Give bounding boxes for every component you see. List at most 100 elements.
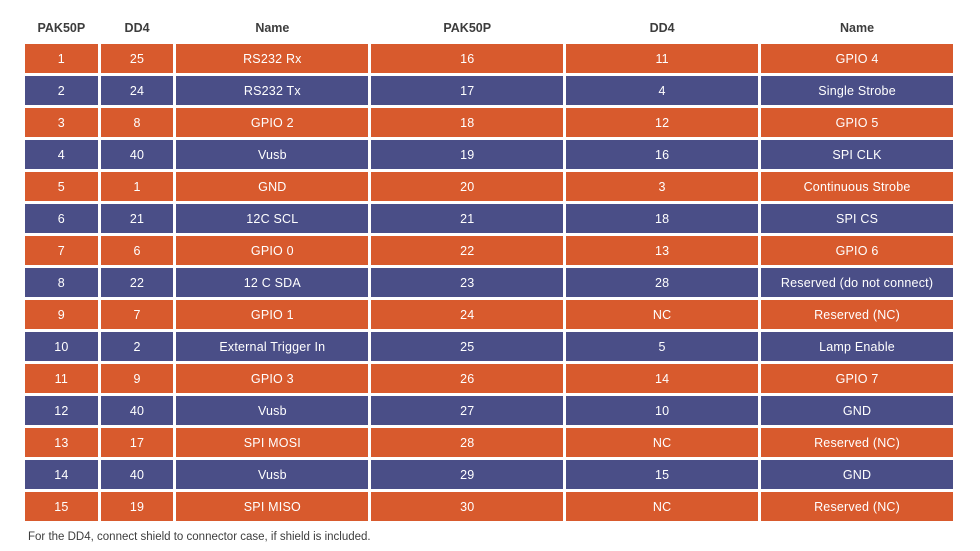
table-cell: 40 xyxy=(100,140,174,169)
column-header-pak50p-left: PAK50P xyxy=(25,17,98,41)
table-row: 12 40 Vusb 27 10 GND xyxy=(25,396,953,425)
table-cell: 2 xyxy=(25,76,98,105)
table-row: 9 7 GPIO 1 24 NC Reserved (NC) xyxy=(25,300,953,329)
table-cell: GND xyxy=(176,172,369,201)
table-cell: 16 xyxy=(371,44,564,73)
table-cell: 25 xyxy=(100,44,174,73)
table-cell: GPIO 0 xyxy=(176,236,369,265)
table-cell: Reserved (NC) xyxy=(761,492,953,521)
table-cell: SPI MOSI xyxy=(176,428,369,457)
table-cell: 9 xyxy=(100,364,174,393)
table-cell: 4 xyxy=(566,76,759,105)
table-cell: GND xyxy=(761,396,953,425)
table-body: 1 25 RS232 Rx 16 11 GPIO 4 2 24 RS232 Tx 17 4 Singl… xyxy=(25,44,953,521)
table-cell: 23 xyxy=(371,268,564,297)
table-cell: 15 xyxy=(566,460,759,489)
table-cell: 1 xyxy=(25,44,98,73)
table-cell: 18 xyxy=(566,204,759,233)
table-cell: 25 xyxy=(371,332,564,361)
table-cell: Reserved (NC) xyxy=(761,428,953,457)
column-header-dd4-left: DD4 xyxy=(100,17,174,41)
table-cell: 19 xyxy=(100,492,174,521)
table-cell: Continuous Strobe xyxy=(761,172,953,201)
table-cell: 21 xyxy=(371,204,564,233)
table-cell: 14 xyxy=(25,460,98,489)
table-cell: 21 xyxy=(100,204,174,233)
table-cell: 24 xyxy=(371,300,564,329)
pin-mapping-table: PAK50P DD4 Name PAK50P DD4 Name 1 25 RS232… xyxy=(22,14,956,524)
table-cell: 6 xyxy=(100,236,174,265)
table-row: 3 8 GPIO 2 18 12 GPIO 5 xyxy=(25,108,953,137)
table-cell: 12 xyxy=(25,396,98,425)
table-cell: 12 C SDA xyxy=(176,268,369,297)
table-row: 8 22 12 C SDA 23 28 Reserved (do not connect) xyxy=(25,268,953,297)
table-cell: 22 xyxy=(100,268,174,297)
table-cell: 13 xyxy=(25,428,98,457)
table-cell: Lamp Enable xyxy=(761,332,953,361)
table-cell: 19 xyxy=(371,140,564,169)
table-cell: 10 xyxy=(566,396,759,425)
table-cell: 8 xyxy=(25,268,98,297)
table-cell: NC xyxy=(566,428,759,457)
table-cell: 10 xyxy=(25,332,98,361)
table-row: 7 6 GPIO 0 22 13 GPIO 6 xyxy=(25,236,953,265)
table-cell: Reserved (do not connect) xyxy=(761,268,953,297)
table-cell: RS232 Rx xyxy=(176,44,369,73)
table-row: 4 40 Vusb 19 16 SPI CLK xyxy=(25,140,953,169)
table-cell: 7 xyxy=(25,236,98,265)
table-cell: 29 xyxy=(371,460,564,489)
table-cell: 7 xyxy=(100,300,174,329)
table-cell: GPIO 7 xyxy=(761,364,953,393)
table-cell: 8 xyxy=(100,108,174,137)
table-cell: GPIO 6 xyxy=(761,236,953,265)
table-cell: Single Strobe xyxy=(761,76,953,105)
table-row: 1 25 RS232 Rx 16 11 GPIO 4 xyxy=(25,44,953,73)
table-row: 5 1 GND 20 3 Continuous Strobe xyxy=(25,172,953,201)
table-cell: 13 xyxy=(566,236,759,265)
table-row: 6 21 12C SCL 21 18 SPI CS xyxy=(25,204,953,233)
table-cell: GPIO 1 xyxy=(176,300,369,329)
table-cell: Vusb xyxy=(176,396,369,425)
table-cell: 3 xyxy=(25,108,98,137)
table-cell: 30 xyxy=(371,492,564,521)
table-cell: RS232 Tx xyxy=(176,76,369,105)
column-header-dd4-right: DD4 xyxy=(566,17,759,41)
table-cell: NC xyxy=(566,492,759,521)
table-cell: 14 xyxy=(566,364,759,393)
column-header-name-right: Name xyxy=(761,17,953,41)
table-cell: 18 xyxy=(371,108,564,137)
table-cell: 28 xyxy=(566,268,759,297)
table-cell: 40 xyxy=(100,396,174,425)
table-row: 2 24 RS232 Tx 17 4 Single Strobe xyxy=(25,76,953,105)
table-cell: 5 xyxy=(566,332,759,361)
table-cell: 16 xyxy=(566,140,759,169)
column-header-name-left: Name xyxy=(176,17,369,41)
table-row: 14 40 Vusb 29 15 GND xyxy=(25,460,953,489)
table-cell: 1 xyxy=(100,172,174,201)
table-cell: 26 xyxy=(371,364,564,393)
table-cell: SPI CLK xyxy=(761,140,953,169)
table-cell: GPIO 2 xyxy=(176,108,369,137)
table-cell: 11 xyxy=(25,364,98,393)
table-cell: 17 xyxy=(100,428,174,457)
table-row: 11 9 GPIO 3 26 14 GPIO 7 xyxy=(25,364,953,393)
table-cell: Reserved (NC) xyxy=(761,300,953,329)
table-cell: 12 xyxy=(566,108,759,137)
table-cell: GND xyxy=(761,460,953,489)
table-row: 15 19 SPI MISO 30 NC Reserved (NC) xyxy=(25,492,953,521)
table-cell: 5 xyxy=(25,172,98,201)
table-header-row: PAK50P DD4 Name PAK50P DD4 Name xyxy=(25,17,953,41)
table-cell: 27 xyxy=(371,396,564,425)
table-row: 13 17 SPI MOSI 28 NC Reserved (NC) xyxy=(25,428,953,457)
footnote: For the DD4, connect shield to connector… xyxy=(28,531,371,543)
table-cell: External Trigger In xyxy=(176,332,369,361)
table-cell: 11 xyxy=(566,44,759,73)
table-cell: 2 xyxy=(100,332,174,361)
table-cell: GPIO 5 xyxy=(761,108,953,137)
table-cell: 28 xyxy=(371,428,564,457)
table-cell: 9 xyxy=(25,300,98,329)
table-cell: 12C SCL xyxy=(176,204,369,233)
table-cell: SPI CS xyxy=(761,204,953,233)
table-cell: Vusb xyxy=(176,460,369,489)
table-cell: 4 xyxy=(25,140,98,169)
